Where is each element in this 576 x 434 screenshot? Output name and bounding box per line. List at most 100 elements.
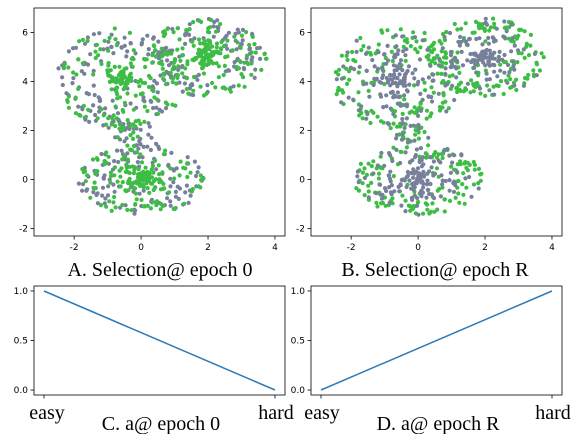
point-unselected <box>492 92 497 97</box>
point-unselected <box>408 123 413 128</box>
point-selected <box>162 31 168 37</box>
point-unselected <box>366 195 371 200</box>
point-unselected <box>480 57 485 62</box>
point-selected <box>435 71 440 76</box>
point-unselected <box>258 56 263 62</box>
point-selected <box>207 46 212 52</box>
point-selected <box>110 75 115 80</box>
point-unselected <box>486 35 491 41</box>
point-selected <box>160 66 165 71</box>
point-selected <box>102 38 107 44</box>
x-tick-label: 4 <box>272 243 278 253</box>
point-selected <box>134 150 139 155</box>
point-selected <box>158 207 163 212</box>
point-unselected <box>405 169 410 175</box>
point-unselected <box>512 43 517 48</box>
point-selected <box>357 113 362 118</box>
point-selected <box>368 120 373 126</box>
point-selected <box>125 118 130 123</box>
point-unselected <box>494 26 499 31</box>
point-unselected <box>409 186 414 191</box>
point-unselected <box>382 52 387 57</box>
point-selected <box>65 98 70 103</box>
point-unselected <box>447 153 452 158</box>
point-unselected <box>385 43 390 49</box>
point-unselected <box>496 59 501 64</box>
point-selected <box>463 21 468 26</box>
point-selected <box>414 110 419 115</box>
point-selected <box>128 133 133 138</box>
point-selected <box>111 200 116 205</box>
point-unselected <box>445 146 450 152</box>
point-selected <box>371 159 376 164</box>
point-unselected <box>386 122 392 127</box>
point-selected <box>250 34 255 40</box>
point-unselected <box>135 160 140 165</box>
point-selected <box>446 106 451 111</box>
category-label-hard-c: hard <box>258 402 294 424</box>
point-selected <box>228 89 233 94</box>
point-unselected <box>364 116 369 121</box>
point-unselected <box>239 42 244 47</box>
point-selected <box>112 173 117 178</box>
point-selected <box>376 171 382 176</box>
point-unselected <box>105 193 111 198</box>
point-selected <box>112 26 117 31</box>
point-unselected <box>124 136 129 141</box>
point-unselected <box>474 70 479 75</box>
point-unselected <box>402 93 407 98</box>
point-selected <box>92 180 97 185</box>
x-tick-label: 0 <box>415 243 421 253</box>
point-selected <box>160 170 165 175</box>
point-selected <box>172 57 178 62</box>
point-unselected <box>154 105 159 110</box>
point-unselected <box>60 75 65 80</box>
point-selected <box>208 17 214 22</box>
point-unselected <box>348 65 353 70</box>
point-unselected <box>400 81 405 86</box>
point-selected <box>501 91 506 97</box>
point-unselected <box>415 166 421 171</box>
point-unselected <box>187 22 192 27</box>
y-tick-label: 6 <box>299 29 305 39</box>
point-selected <box>241 75 246 80</box>
point-unselected <box>385 80 390 85</box>
point-selected <box>469 78 474 83</box>
point-selected <box>74 72 79 77</box>
point-selected <box>402 97 407 102</box>
point-unselected <box>425 47 430 52</box>
point-selected <box>351 57 356 63</box>
point-unselected <box>475 58 480 64</box>
point-selected <box>129 148 134 153</box>
point-unselected <box>171 180 176 185</box>
point-selected <box>447 198 453 203</box>
point-selected <box>457 88 462 93</box>
point-unselected <box>183 190 188 195</box>
point-selected <box>119 69 124 74</box>
point-selected <box>369 180 374 185</box>
point-unselected <box>438 194 443 199</box>
point-unselected <box>380 67 385 72</box>
point-unselected <box>362 175 367 181</box>
point-selected <box>177 37 182 42</box>
point-unselected <box>372 76 377 81</box>
point-unselected <box>467 174 472 180</box>
point-unselected <box>467 37 472 42</box>
point-unselected <box>168 203 173 208</box>
point-unselected <box>133 51 138 56</box>
point-unselected <box>431 159 436 164</box>
point-selected <box>334 92 339 97</box>
point-selected <box>94 156 99 161</box>
point-selected <box>244 29 249 35</box>
point-selected <box>498 79 504 84</box>
point-selected <box>422 30 427 36</box>
point-selected <box>191 88 196 93</box>
point-selected <box>199 54 204 59</box>
point-selected <box>358 161 363 166</box>
point-unselected <box>480 42 485 47</box>
point-unselected <box>410 158 415 163</box>
point-selected <box>125 207 130 212</box>
point-selected <box>378 154 383 159</box>
point-unselected <box>361 82 366 87</box>
point-unselected <box>152 78 157 83</box>
